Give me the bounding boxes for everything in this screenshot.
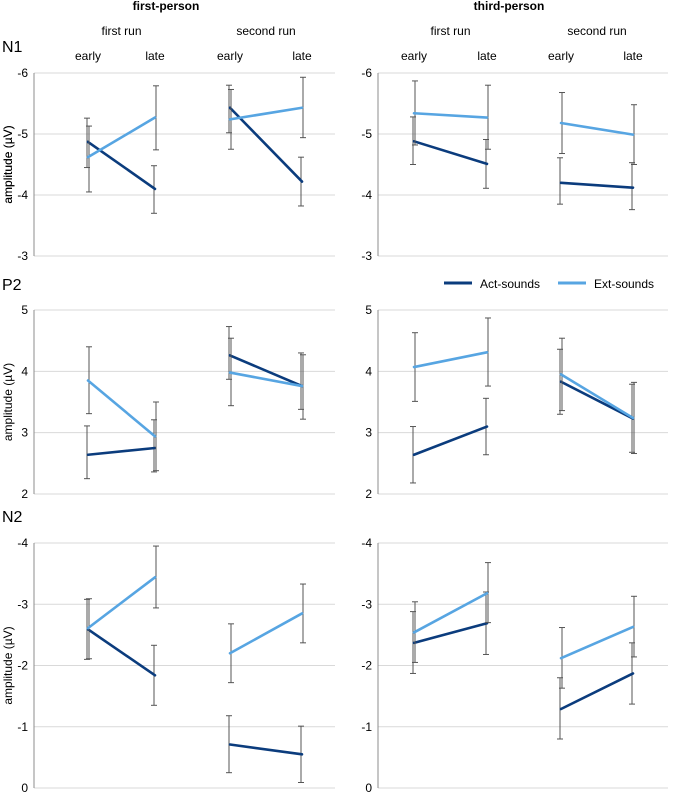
- y-axis-title: amplitude (µV): [1, 626, 15, 704]
- y-tick-label: 2: [365, 487, 372, 501]
- y-tick-label: -5: [361, 127, 372, 141]
- chart-N2-third-person: -4 -3 -2 -1 0: [361, 536, 668, 794]
- phase-label: early: [548, 49, 574, 63]
- act-sounds-line: [86, 628, 157, 677]
- run-label: second run: [236, 24, 295, 38]
- act-sounds-line: [86, 446, 157, 457]
- component-label: P2: [2, 277, 22, 294]
- header-third-person: third-person: [474, 0, 545, 13]
- y-tick-label: -6: [17, 66, 28, 80]
- chart-N1-third-person: -6 -5 -4 -3 amplitude (µV): [1, 66, 668, 263]
- ext-sounds-line: [412, 351, 489, 369]
- y-axis-title: amplitude (µV): [1, 125, 15, 203]
- act-sounds-line: [228, 354, 304, 388]
- ext-sounds-line: [559, 625, 635, 660]
- ext-sounds-line: [228, 371, 304, 388]
- y-tick-label: -1: [17, 720, 28, 734]
- y-tick-label: 4: [21, 364, 28, 378]
- phase-label: early: [401, 49, 427, 63]
- phase-label: early: [75, 49, 101, 63]
- act-sounds-line: [412, 140, 489, 166]
- act-sounds-line: [412, 621, 489, 645]
- component-label: N2: [2, 509, 23, 526]
- y-tick-label: -5: [17, 127, 28, 141]
- act-sounds-line: [228, 743, 304, 756]
- act-sounds-line: [412, 425, 489, 457]
- ext-sounds-line: [412, 591, 489, 634]
- phase-label: late: [623, 49, 643, 63]
- y-tick-label: 0: [365, 781, 372, 794]
- ext-sounds-line: [559, 373, 635, 420]
- phase-label: early: [217, 49, 243, 63]
- phase-label: late: [292, 49, 312, 63]
- y-axis-title: amplitude (µV): [1, 125, 15, 203]
- header-first-person: first-person: [133, 0, 200, 13]
- y-tick-label: 4: [365, 364, 372, 378]
- y-tick-label: 5: [21, 303, 28, 317]
- run-label: first run: [430, 24, 470, 38]
- y-tick-label: 3: [21, 426, 28, 440]
- act-sounds-line: [228, 106, 304, 183]
- phase-label: late: [477, 49, 497, 63]
- y-tick-label: -3: [361, 249, 372, 263]
- ext-sounds-line: [559, 121, 635, 136]
- ext-sounds-line: [86, 116, 157, 159]
- y-tick-label: -4: [17, 188, 28, 202]
- chart-P2-third-person: 2 3 4 5: [365, 303, 668, 501]
- ext-sounds-line: [228, 106, 304, 121]
- chart-N1-first-person: -6 -5 -4 -3 N1 amplitude (µV): [1, 39, 335, 263]
- y-axis-title: amplitude (µV): [1, 363, 15, 441]
- y-tick-label: -6: [361, 66, 372, 80]
- run-label: second run: [567, 24, 626, 38]
- y-tick-label: 0: [21, 781, 28, 794]
- y-tick-label: -2: [17, 659, 28, 673]
- legend: Act-sounds Ext-sounds: [444, 277, 654, 291]
- chart-N2-first-person: -4 -3 -2 -1 0 N2 amplitude (µV): [1, 509, 335, 794]
- y-tick-label: -3: [17, 597, 28, 611]
- y-tick-label: -1: [361, 720, 372, 734]
- y-tick-label: -4: [361, 536, 372, 550]
- act-sounds-line: [559, 672, 635, 711]
- act-sounds-line: [559, 181, 635, 189]
- run-label: first run: [101, 24, 141, 38]
- act-sounds-line: [559, 380, 635, 420]
- y-tick-label: 2: [21, 487, 28, 501]
- ext-sounds-line: [228, 612, 304, 655]
- ext-sounds-line: [86, 575, 157, 630]
- legend-act-label: Act-sounds: [480, 277, 540, 291]
- phase-label: late: [145, 49, 165, 63]
- legend-ext-label: Ext-sounds: [594, 277, 654, 291]
- ext-sounds-line: [86, 379, 157, 438]
- act-sounds-line: [86, 140, 157, 191]
- y-tick-label: 5: [365, 303, 372, 317]
- y-tick-label: -3: [361, 597, 372, 611]
- y-tick-label: -2: [361, 659, 372, 673]
- chart-P2-first-person: 2 3 4 5 P2 amplitude (µV): [1, 277, 335, 501]
- y-tick-label: 3: [365, 426, 372, 440]
- y-tick-label: -4: [17, 536, 28, 550]
- y-tick-label: -4: [361, 188, 372, 202]
- y-tick-label: -3: [17, 249, 28, 263]
- component-label: N1: [2, 39, 23, 56]
- ext-sounds-line: [412, 111, 489, 119]
